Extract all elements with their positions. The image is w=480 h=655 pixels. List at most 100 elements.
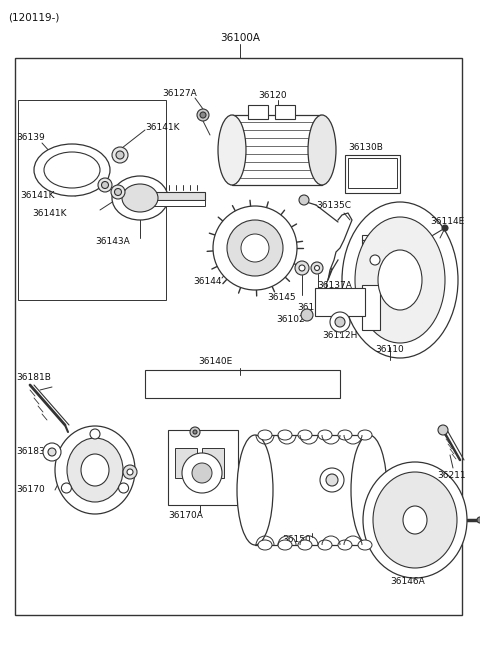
Ellipse shape [258, 540, 272, 550]
Ellipse shape [363, 462, 467, 578]
Circle shape [43, 443, 61, 461]
Text: 36141K: 36141K [20, 191, 55, 200]
Circle shape [119, 483, 129, 493]
Ellipse shape [55, 426, 135, 514]
Bar [202, 448, 224, 478]
Ellipse shape [278, 430, 292, 440]
Text: 36183: 36183 [16, 447, 45, 457]
Bar [248, 105, 268, 119]
Circle shape [111, 185, 125, 199]
Circle shape [192, 463, 212, 483]
Circle shape [127, 469, 133, 475]
Text: 36140E: 36140E [198, 358, 232, 367]
Circle shape [197, 109, 209, 121]
Bar [275, 105, 295, 119]
Circle shape [61, 483, 72, 493]
Text: 36141K: 36141K [145, 122, 180, 132]
Circle shape [101, 181, 108, 189]
Circle shape [330, 312, 350, 332]
Bar [348, 158, 397, 188]
Ellipse shape [318, 540, 332, 550]
Text: 36145: 36145 [267, 293, 296, 301]
Text: 36127A: 36127A [162, 88, 197, 98]
Text: 36211: 36211 [437, 470, 466, 479]
Text: 36144: 36144 [193, 278, 221, 286]
Bar [175, 448, 197, 478]
Bar [345, 155, 400, 193]
Ellipse shape [122, 184, 158, 212]
Bar [362, 285, 380, 330]
Ellipse shape [298, 430, 312, 440]
Text: 36131A: 36131A [350, 166, 385, 174]
Ellipse shape [258, 430, 272, 440]
Circle shape [190, 427, 200, 437]
Circle shape [182, 453, 222, 493]
Ellipse shape [278, 540, 292, 550]
Circle shape [116, 151, 124, 159]
Text: 36182: 36182 [108, 468, 137, 476]
Bar [140, 200, 205, 206]
Ellipse shape [213, 206, 297, 290]
Ellipse shape [378, 250, 422, 310]
Circle shape [295, 261, 309, 275]
Text: 36150: 36150 [282, 536, 311, 544]
Ellipse shape [308, 115, 336, 185]
Circle shape [477, 517, 480, 523]
Text: 36141K: 36141K [32, 208, 67, 217]
Circle shape [115, 189, 121, 195]
Circle shape [442, 225, 448, 231]
Bar [232, 115, 322, 185]
Circle shape [438, 425, 448, 435]
Text: 36100A: 36100A [220, 33, 260, 43]
Ellipse shape [218, 115, 246, 185]
Ellipse shape [112, 176, 168, 220]
Circle shape [320, 468, 344, 492]
Circle shape [314, 265, 320, 271]
Text: 36114E: 36114E [430, 217, 464, 227]
Ellipse shape [358, 540, 372, 550]
Text: 36139: 36139 [16, 134, 45, 143]
Circle shape [299, 265, 305, 271]
Bar [255, 435, 370, 545]
Ellipse shape [342, 202, 458, 358]
Bar [362, 235, 392, 315]
Text: 36146A: 36146A [390, 578, 425, 586]
Text: 36170A: 36170A [168, 510, 203, 519]
Ellipse shape [351, 435, 387, 545]
Circle shape [112, 147, 128, 163]
Text: 36135C: 36135C [316, 200, 351, 210]
Bar [145, 370, 340, 398]
Text: 36130B: 36130B [348, 143, 383, 153]
Ellipse shape [338, 430, 352, 440]
Text: 36120: 36120 [258, 90, 287, 100]
Ellipse shape [338, 540, 352, 550]
Ellipse shape [355, 217, 445, 343]
Circle shape [335, 317, 345, 327]
Ellipse shape [34, 144, 110, 196]
Bar [18, 100, 166, 300]
Ellipse shape [373, 472, 457, 568]
Bar [15, 58, 462, 615]
Circle shape [98, 178, 112, 192]
Text: 36137A: 36137A [317, 280, 352, 290]
Circle shape [311, 262, 323, 274]
Text: (120119-): (120119-) [8, 13, 60, 23]
Circle shape [326, 474, 338, 486]
Ellipse shape [298, 540, 312, 550]
Text: 36112H: 36112H [322, 331, 358, 339]
Circle shape [370, 255, 380, 265]
Text: 36143A: 36143A [95, 238, 130, 246]
Circle shape [123, 465, 137, 479]
Text: 36181B: 36181B [16, 373, 51, 383]
Ellipse shape [241, 234, 269, 262]
Ellipse shape [44, 152, 100, 188]
Text: 36102: 36102 [276, 316, 305, 324]
Circle shape [193, 430, 197, 434]
Circle shape [200, 112, 206, 118]
Circle shape [301, 309, 313, 321]
Circle shape [299, 195, 309, 205]
Circle shape [48, 448, 56, 456]
Text: 36170: 36170 [16, 485, 45, 495]
Bar [140, 192, 205, 200]
Ellipse shape [67, 438, 123, 502]
